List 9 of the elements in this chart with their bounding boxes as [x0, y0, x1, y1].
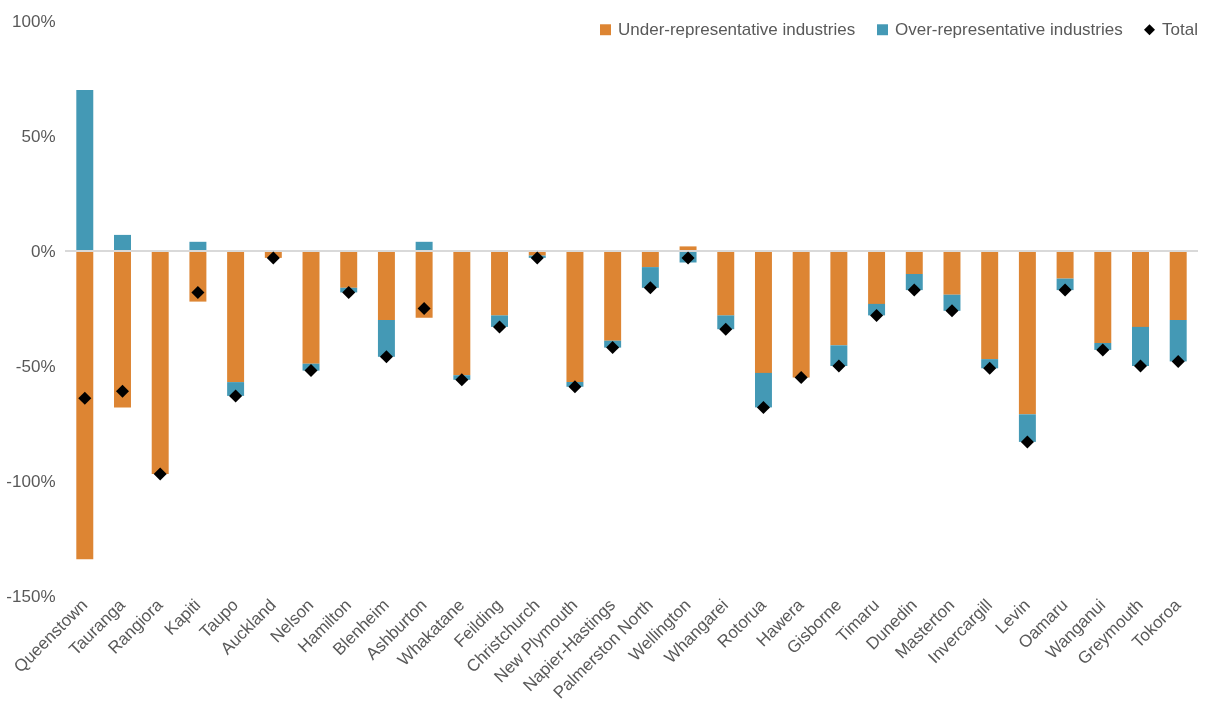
y-tick-label: 100%	[12, 11, 56, 31]
legend-label: Under-representative industries	[618, 19, 856, 39]
legend-label: Total	[1162, 19, 1198, 39]
y-tick-label: -50%	[15, 356, 56, 376]
y-tick-label: 50%	[21, 126, 56, 146]
y-tick-label: 0%	[30, 241, 56, 261]
legend-label: Over-representative industries	[895, 19, 1123, 39]
y-tick-label: -100%	[6, 471, 56, 491]
y-tick-label: -150%	[6, 586, 56, 606]
